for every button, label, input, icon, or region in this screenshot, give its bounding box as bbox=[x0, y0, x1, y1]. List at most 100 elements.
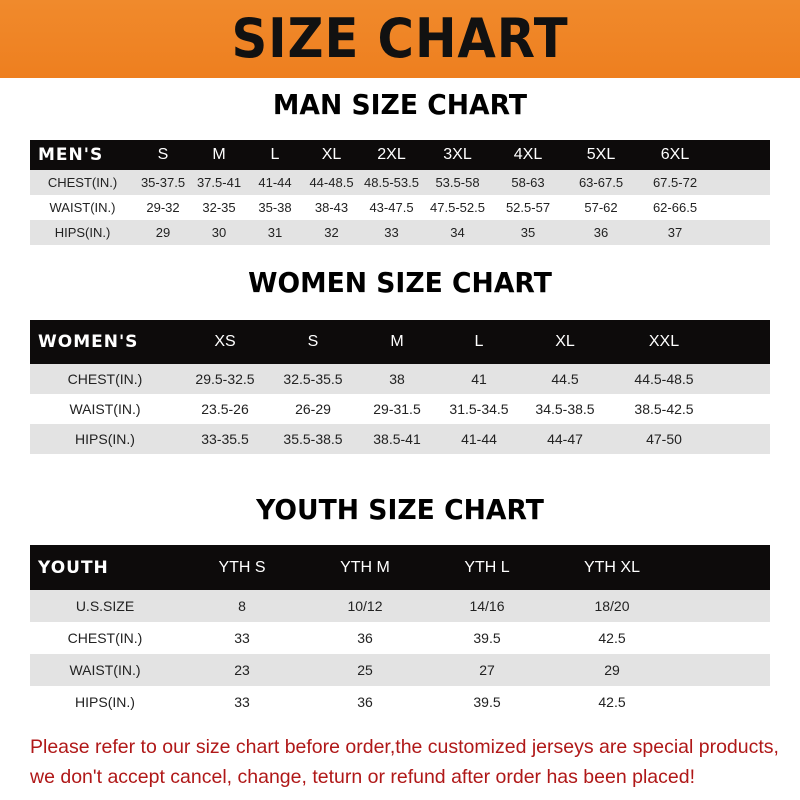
table-cell: 38 bbox=[356, 364, 438, 394]
table-cell: 30 bbox=[191, 220, 247, 245]
table-cell: 10/12 bbox=[304, 590, 426, 622]
table-cell: 35.5-38.5 bbox=[270, 424, 356, 454]
table-cell: 35 bbox=[492, 220, 564, 245]
table-cell: 18/20 bbox=[548, 590, 676, 622]
table-cell: 23 bbox=[180, 654, 304, 686]
size-header-cell: 5XL bbox=[564, 140, 638, 170]
table-padding-cell bbox=[676, 590, 770, 622]
size-header-cell: YTH M bbox=[304, 545, 426, 590]
table-padding-cell bbox=[712, 195, 770, 220]
table-cell: 63-67.5 bbox=[564, 170, 638, 195]
table-cell: 38.5-42.5 bbox=[610, 394, 718, 424]
table-padding-cell bbox=[676, 545, 770, 590]
table-padding-cell bbox=[712, 170, 770, 195]
table-cell: 33 bbox=[180, 686, 304, 718]
row-label: HIPS(IN.) bbox=[30, 424, 180, 454]
row-label: WAIST(IN.) bbox=[30, 394, 180, 424]
table-cell: 38-43 bbox=[303, 195, 360, 220]
table-cell: 29-32 bbox=[135, 195, 191, 220]
table-cell: 37 bbox=[638, 220, 712, 245]
table-row: U.S.SIZE 8 10/12 14/16 18/20 bbox=[30, 590, 770, 622]
table-cell: 26-29 bbox=[270, 394, 356, 424]
youth-size-table: YOUTH YTH S YTH M YTH L YTH XL U.S.SIZE 8 10/12… bbox=[30, 545, 770, 718]
table-row: WAIST(IN.) 29-32 32-35 35-38 38-43 43-47.5 47.… bbox=[30, 195, 770, 220]
table-cell: 31.5-34.5 bbox=[438, 394, 520, 424]
size-header-cell: S bbox=[135, 140, 191, 170]
men-size-table: MEN'S S M L XL 2XL 3XL 4XL 5XL 6XL CHEST(IN.) 35-37… bbox=[30, 140, 770, 245]
men-section-title: MAN SIZE CHART bbox=[272, 88, 528, 121]
size-header-cell: XL bbox=[303, 140, 360, 170]
size-header-cell: XS bbox=[180, 320, 270, 364]
table-cell: 57-62 bbox=[564, 195, 638, 220]
table-cell: 44.5 bbox=[520, 364, 610, 394]
table-cell: 29.5-32.5 bbox=[180, 364, 270, 394]
table-cell: 36 bbox=[564, 220, 638, 245]
table-title-cell: MEN'S bbox=[30, 140, 135, 170]
table-header-row: WOMEN'S XS S M L XL XXL bbox=[30, 320, 770, 364]
row-label: CHEST(IN.) bbox=[30, 364, 180, 394]
table-cell: 33 bbox=[360, 220, 423, 245]
table-cell: 14/16 bbox=[426, 590, 548, 622]
size-header-cell: L bbox=[438, 320, 520, 364]
table-cell: 42.5 bbox=[548, 686, 676, 718]
table-cell: 35-37.5 bbox=[135, 170, 191, 195]
table-cell: 42.5 bbox=[548, 622, 676, 654]
policy-note-line-2: we don't accept cancel, change, teturn o… bbox=[30, 766, 695, 788]
table-row: CHEST(IN.) 29.5-32.5 32.5-35.5 38 41 44.5 44.5… bbox=[30, 364, 770, 394]
row-label: WAIST(IN.) bbox=[30, 195, 135, 220]
table-padding-cell bbox=[676, 622, 770, 654]
table-row: HIPS(IN.) 29 30 31 32 33 34 35 36 37 bbox=[30, 220, 770, 245]
size-header-cell: 4XL bbox=[492, 140, 564, 170]
table-cell: 32 bbox=[303, 220, 360, 245]
size-header-cell: XL bbox=[520, 320, 610, 364]
table-cell: 53.5-58 bbox=[423, 170, 492, 195]
table-cell: 44-47 bbox=[520, 424, 610, 454]
table-padding-cell bbox=[718, 424, 770, 454]
table-cell: 8 bbox=[180, 590, 304, 622]
women-size-table: WOMEN'S XS S M L XL XXL CHEST(IN.) 29.5-32.5 32.5… bbox=[30, 320, 770, 454]
row-label: WAIST(IN.) bbox=[30, 654, 180, 686]
table-cell: 29 bbox=[135, 220, 191, 245]
table-cell: 52.5-57 bbox=[492, 195, 564, 220]
banner: SIZE CHART bbox=[0, 0, 800, 78]
table-header-row: MEN'S S M L XL 2XL 3XL 4XL 5XL 6XL bbox=[30, 140, 770, 170]
table-cell: 29 bbox=[548, 654, 676, 686]
table-padding-cell bbox=[676, 654, 770, 686]
table-row: CHEST(IN.) 35-37.5 37.5-41 41-44 44-48.5 48.5… bbox=[30, 170, 770, 195]
table-cell: 44.5-48.5 bbox=[610, 364, 718, 394]
table-row: WAIST(IN.) 23 25 27 29 bbox=[30, 654, 770, 686]
table-header-row: YOUTH YTH S YTH M YTH L YTH XL bbox=[30, 545, 770, 590]
table-cell: 34.5-38.5 bbox=[520, 394, 610, 424]
youth-section-title: YOUTH SIZE CHART bbox=[256, 493, 544, 526]
table-padding-cell bbox=[712, 220, 770, 245]
table-row: HIPS(IN.) 33-35.5 35.5-38.5 38.5-41 41-44 44-… bbox=[30, 424, 770, 454]
table-cell: 31 bbox=[247, 220, 303, 245]
size-header-cell: L bbox=[247, 140, 303, 170]
table-cell: 27 bbox=[426, 654, 548, 686]
table-row: CHEST(IN.) 33 36 39.5 42.5 bbox=[30, 622, 770, 654]
table-padding-cell bbox=[718, 320, 770, 364]
size-header-cell: YTH S bbox=[180, 545, 304, 590]
size-header-cell: S bbox=[270, 320, 356, 364]
size-header-cell: YTH L bbox=[426, 545, 548, 590]
table-cell: 37.5-41 bbox=[191, 170, 247, 195]
table-title-cell: YOUTH bbox=[30, 545, 180, 590]
table-cell: 62-66.5 bbox=[638, 195, 712, 220]
table-padding-cell bbox=[718, 364, 770, 394]
table-cell: 34 bbox=[423, 220, 492, 245]
row-label: U.S.SIZE bbox=[30, 590, 180, 622]
size-header-cell: 2XL bbox=[360, 140, 423, 170]
table-row: WAIST(IN.) 23.5-26 26-29 29-31.5 31.5-34.5 34… bbox=[30, 394, 770, 424]
table-cell: 29-31.5 bbox=[356, 394, 438, 424]
table-cell: 38.5-41 bbox=[356, 424, 438, 454]
table-cell: 23.5-26 bbox=[180, 394, 270, 424]
table-cell: 47-50 bbox=[610, 424, 718, 454]
table-title-cell: WOMEN'S bbox=[30, 320, 180, 364]
table-cell: 36 bbox=[304, 622, 426, 654]
table-cell: 43-47.5 bbox=[360, 195, 423, 220]
table-padding-cell bbox=[676, 686, 770, 718]
row-label: HIPS(IN.) bbox=[30, 686, 180, 718]
table-cell: 33 bbox=[180, 622, 304, 654]
table-cell: 36 bbox=[304, 686, 426, 718]
table-cell: 58-63 bbox=[492, 170, 564, 195]
